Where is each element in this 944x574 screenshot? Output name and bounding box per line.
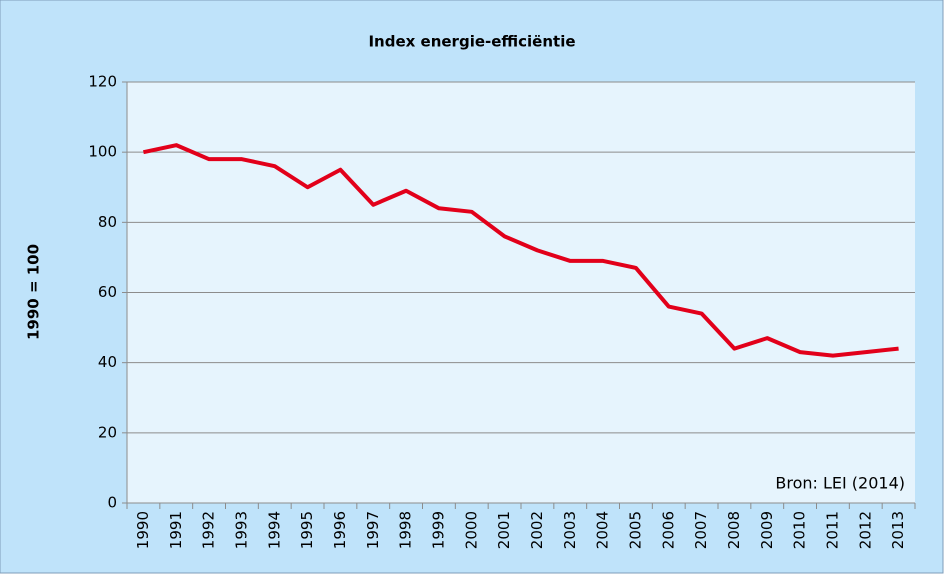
x-tick-label: 2006 xyxy=(659,511,677,549)
x-tick-label: 2008 xyxy=(725,511,743,549)
y-tick-label: 120 xyxy=(88,73,117,91)
x-tick-label: 1998 xyxy=(397,511,415,549)
x-tick-label: 1999 xyxy=(429,511,447,549)
x-tick-label: 2007 xyxy=(692,511,710,549)
x-tick-label: 1992 xyxy=(200,511,218,549)
x-tick-label: 2000 xyxy=(462,511,480,549)
x-tick-label: 2011 xyxy=(823,511,841,549)
x-tick-label: 2002 xyxy=(528,511,546,549)
chart-title: Index energie-efficiëntie xyxy=(368,33,575,51)
x-tick-label: 1991 xyxy=(167,511,185,549)
y-tick-label: 80 xyxy=(98,213,117,231)
y-tick-label: 60 xyxy=(98,283,117,301)
x-tick-label: 2012 xyxy=(856,511,874,549)
y-tick-label: 100 xyxy=(88,143,117,161)
x-tick-label: 1994 xyxy=(265,511,283,549)
x-tick-label: 1990 xyxy=(134,511,152,549)
x-tick-label: 1997 xyxy=(364,511,382,549)
x-tick-label: 2010 xyxy=(791,511,809,549)
y-axis-label: 1990 = 100 xyxy=(25,244,43,340)
x-tick-label: 1996 xyxy=(331,511,349,549)
x-tick-label: 2003 xyxy=(561,511,579,549)
y-tick-label: 40 xyxy=(98,353,117,371)
y-tick-label: 0 xyxy=(107,494,117,512)
x-tick-label: 2005 xyxy=(626,511,644,549)
annotation: Bron: LEI (2014) xyxy=(775,474,905,493)
x-tick-label: 2001 xyxy=(495,511,513,549)
line-series xyxy=(142,143,899,358)
y-tick-label: 20 xyxy=(98,423,117,441)
x-tick-label: 1995 xyxy=(298,511,316,549)
x-tick-label: 2013 xyxy=(889,511,907,549)
x-tick-label: 1993 xyxy=(232,511,250,549)
x-tick-label: 2004 xyxy=(594,511,612,549)
x-tick-label: 2009 xyxy=(758,511,776,549)
